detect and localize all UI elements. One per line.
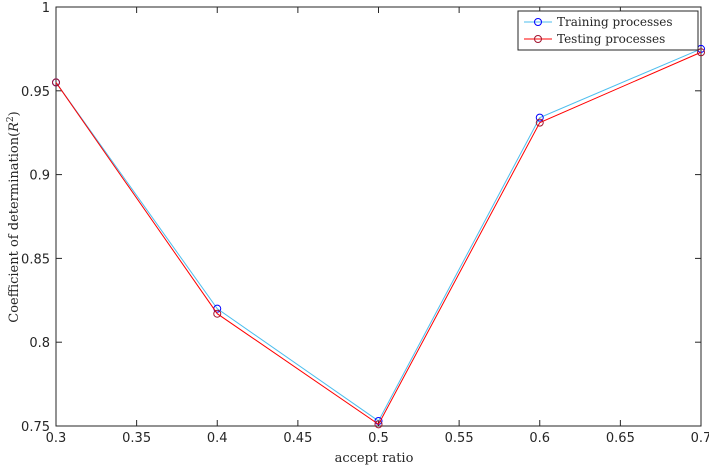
series-testing [52, 48, 705, 429]
legend-marker-training [534, 18, 542, 26]
series-line-training [55, 48, 702, 422]
data-point-training [535, 113, 544, 122]
y-axis-title-prefix: Coefficient of determination( [7, 132, 22, 323]
x-tick-label: 0.5 [368, 431, 389, 446]
y-tick-label: 0.75 [21, 420, 50, 435]
data-point-testing [697, 48, 705, 57]
data-point-testing [374, 420, 383, 429]
legend-entry-training: Training processes [524, 15, 673, 29]
y-tick-label: 0.95 [21, 85, 50, 100]
plot-area-frame [55, 6, 702, 427]
x-tick-label: 0.45 [283, 431, 312, 446]
data-point-testing [52, 78, 60, 87]
data-point-testing [535, 118, 544, 127]
x-axis-title: accept ratio [335, 451, 414, 466]
y-axis-title: Coefficient of determination(R2) [6, 111, 22, 323]
x-tick-label: 0.4 [207, 431, 228, 446]
series-line-testing [55, 51, 702, 426]
series-training [52, 44, 705, 425]
axes-group [55, 6, 702, 427]
x-tick-label: 0.35 [122, 431, 151, 446]
x-tick-label: 0.3 [46, 431, 67, 446]
x-tick-label: 0.65 [606, 431, 635, 446]
legend-marker-testing [534, 35, 542, 43]
x-tick-label: 0.6 [529, 431, 550, 446]
legend-label-training: Training processes [557, 15, 673, 29]
legend-entry-testing: Testing processes [524, 32, 665, 46]
y-tick-label: 0.9 [29, 169, 50, 184]
x-tick-label: 0.55 [445, 431, 474, 446]
y-tick-label: 0.8 [29, 336, 50, 351]
y-tick-label: 1 [42, 1, 50, 16]
legend: Training processes Testing processes [517, 10, 699, 51]
y-axis-title-variable: R [7, 122, 22, 133]
y-axis-title-suffix: ) [7, 111, 22, 116]
legend-label-testing: Testing processes [557, 32, 665, 46]
legend-box [517, 10, 699, 51]
y-tick-label: 0.85 [21, 252, 50, 267]
y-axis-title-exponent: 2 [6, 116, 16, 122]
data-point-testing [213, 309, 222, 318]
series-group [52, 44, 705, 429]
ticks-group: 0.3 0.35 0.4 0.45 0.5 0.55 0.6 0.65 0.7 0.75 0.8 0.… [21, 1, 709, 446]
x-tick-label: 0.7 [691, 431, 709, 446]
